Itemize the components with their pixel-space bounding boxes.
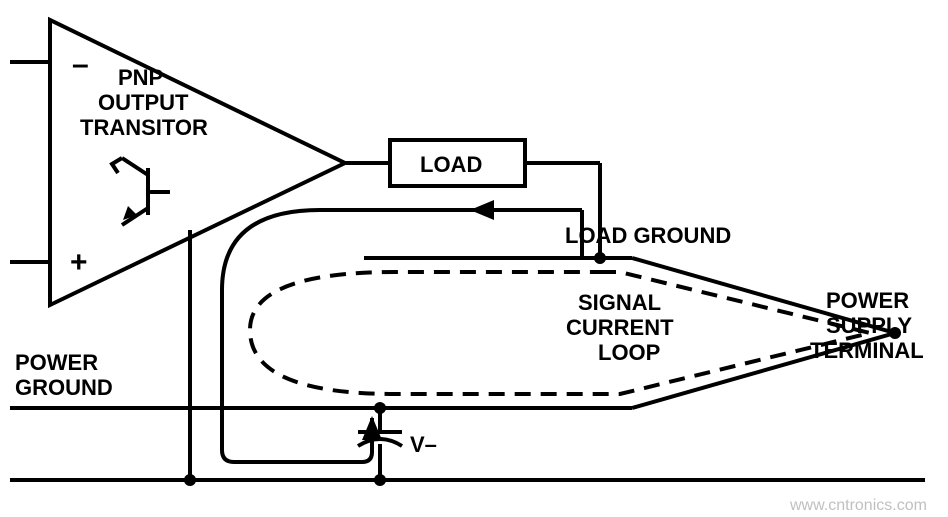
load-label: LOAD — [420, 152, 482, 177]
load-ground-label: LOAD GROUND — [565, 223, 731, 248]
inner-current-loop — [222, 210, 582, 462]
signal-loop-dashed — [250, 272, 870, 394]
power-ground-label-1: POWER — [15, 350, 98, 375]
opamp-minus-sign: – — [72, 48, 89, 81]
pnp-label-1: PNP — [118, 65, 163, 90]
vminus-label: V– — [410, 432, 437, 457]
signal-loop-label-3: LOOP — [598, 340, 660, 365]
pst-label-1: POWER — [826, 288, 909, 313]
opamp-plus-sign: + — [70, 246, 88, 279]
node-vert-bottom — [184, 474, 196, 486]
node-cap-top — [374, 402, 386, 414]
power-ground-label-2: GROUND — [15, 375, 113, 400]
capacitor — [358, 408, 402, 480]
circuit-diagram: – + PNP OUTPUT TRANSITOR LOAD LOAD GROUN… — [0, 0, 948, 517]
arrowhead-upper — [470, 200, 494, 220]
pnp-label-3: TRANSITOR — [80, 115, 208, 140]
node-load-ground — [594, 252, 606, 264]
signal-loop-label-2: CURRENT — [566, 315, 674, 340]
watermark: www.cntronics.com — [789, 497, 927, 514]
pnp-label-2: OUTPUT — [98, 90, 189, 115]
node-cap-bot — [374, 474, 386, 486]
signal-loop-label-1: SIGNAL — [578, 290, 661, 315]
opamp-triangle — [50, 20, 345, 305]
